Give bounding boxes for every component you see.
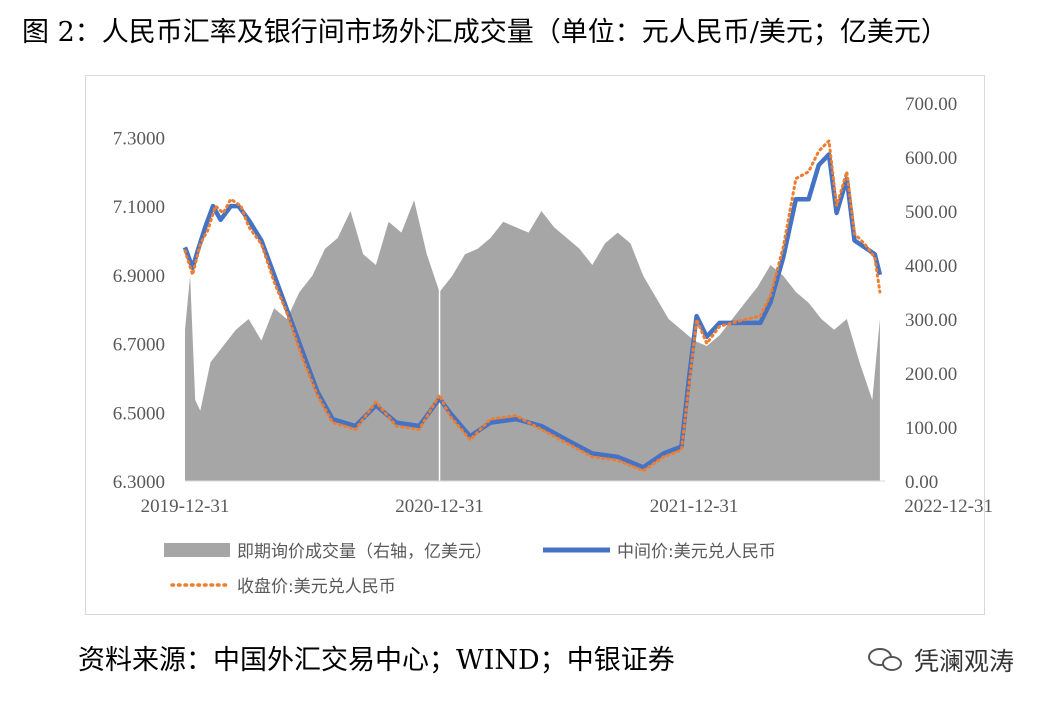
y-right-tick-label: 100.00 — [905, 418, 957, 439]
wechat-icon — [868, 646, 908, 674]
legend-label-mid-rate: 中间价:美元兑人民币 — [617, 542, 776, 562]
y-left-tick-label: 7.3000 — [113, 128, 165, 149]
y-right-tick-label: 600.00 — [905, 148, 957, 169]
y-right-tick-label: 200.00 — [905, 364, 957, 385]
y-right-tick-label: 400.00 — [905, 256, 957, 277]
source-note: 资料来源：中国外汇交易中心；WIND；中银证券 — [78, 645, 675, 676]
y-right-tick-label: 300.00 — [905, 310, 957, 331]
legend-swatch-volume — [164, 543, 230, 557]
brand-name: 凭澜观涛 — [914, 647, 1015, 676]
x-tick-label: 2021-12-31 — [650, 496, 739, 517]
chart-title: 图 2：人民币汇率及银行间市场外汇成交量（单位：元人民币/美元；亿美元） — [22, 17, 948, 48]
y-left-tick-label: 6.9000 — [113, 266, 165, 287]
legend-label-volume: 即期询价成交量（右轴，亿美元） — [237, 542, 492, 562]
volume-area — [185, 200, 880, 481]
x-tick-label: 2020-12-31 — [395, 496, 484, 517]
y-left-tick-label: 6.5000 — [113, 403, 165, 424]
brand-badge: 凭澜观涛 — [868, 642, 1014, 678]
chart-frame — [85, 75, 985, 615]
y-left-tick-label: 6.7000 — [113, 335, 165, 356]
x-tick-label: 2022-12-31 — [904, 496, 993, 517]
y-right-tick-label: 500.00 — [905, 202, 957, 223]
series-line-close-price — [183, 137, 882, 473]
legend-label-close-price: 收盘价:美元兑人民币 — [237, 577, 396, 597]
y-left-tick-label: 6.3000 — [113, 472, 165, 493]
y-right-tick-label: 700.00 — [905, 94, 957, 115]
y-right-tick-label: 0.00 — [905, 472, 938, 493]
x-tick-label: 2019-12-31 — [141, 496, 230, 517]
series-line-mid-rate — [182, 152, 883, 470]
y-left-tick-label: 7.1000 — [113, 197, 165, 218]
